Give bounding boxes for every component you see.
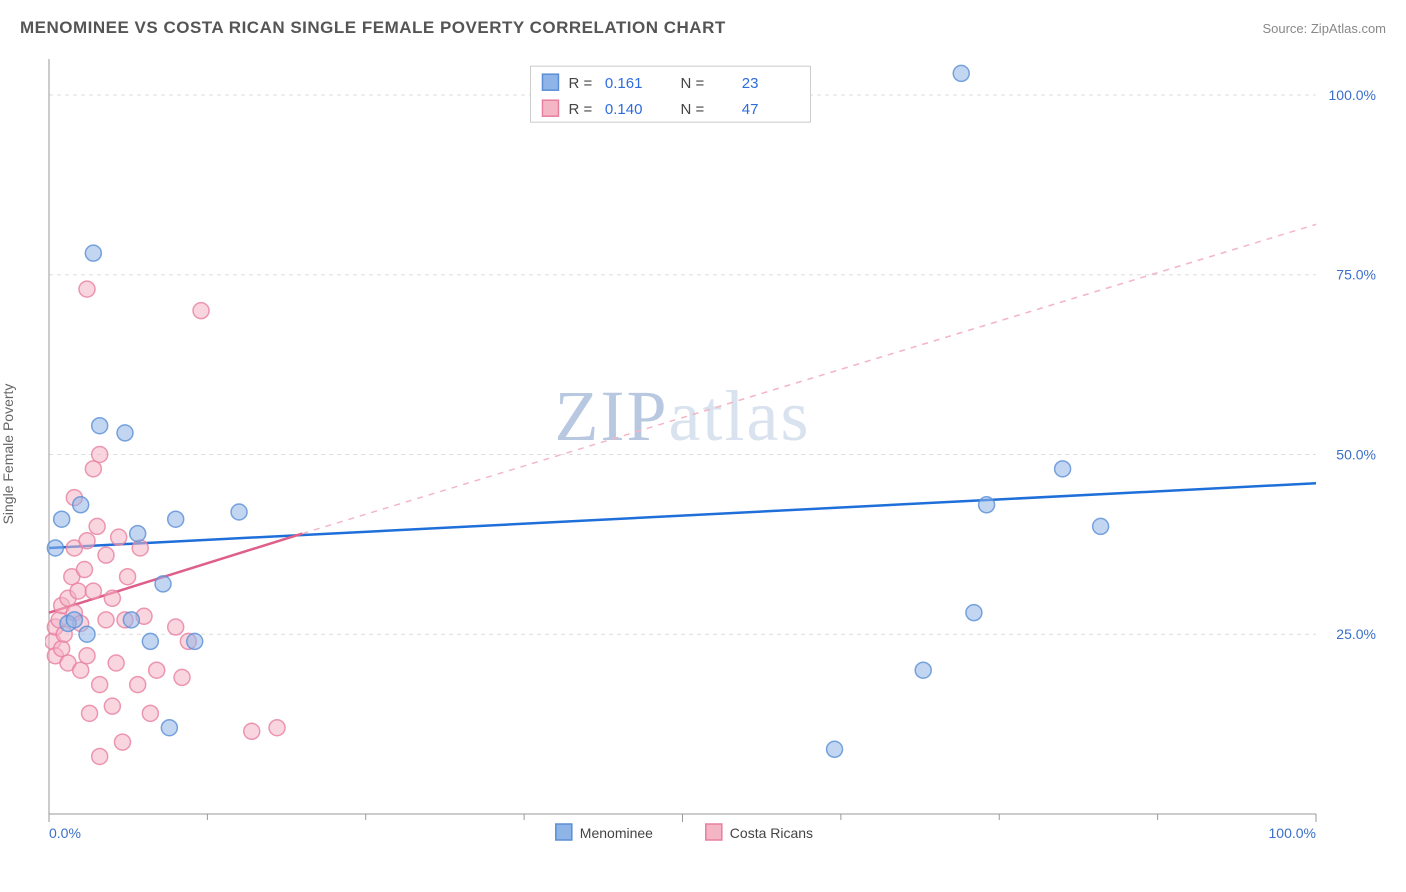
svg-text:25.0%: 25.0%: [1336, 626, 1376, 642]
svg-text:100.0%: 100.0%: [1329, 87, 1376, 103]
y-axis-label: Single Female Poverty: [0, 384, 16, 525]
svg-text:100.0%: 100.0%: [1269, 825, 1316, 841]
svg-text:R =: R =: [568, 75, 592, 92]
svg-text:N =: N =: [680, 75, 704, 92]
scatter-chart: 25.0% 50.0% 75.0% 100.0% ZIPatlas 0.0% 100.0% R…: [45, 55, 1386, 842]
chart-title: MENOMINEE VS COSTA RICAN SINGLE FEMALE P…: [20, 18, 726, 38]
source-attribution: Source: ZipAtlas.com: [1262, 21, 1386, 36]
svg-text:R =: R =: [568, 101, 592, 118]
svg-text:Menominee: Menominee: [580, 825, 653, 841]
svg-text:23: 23: [742, 75, 759, 92]
svg-text:ZIPatlas: ZIPatlas: [555, 376, 811, 456]
svg-text:47: 47: [742, 101, 759, 118]
svg-text:75.0%: 75.0%: [1336, 267, 1376, 283]
svg-text:N =: N =: [680, 101, 704, 118]
svg-text:Costa Ricans: Costa Ricans: [730, 825, 813, 841]
svg-text:50.0%: 50.0%: [1336, 446, 1376, 462]
svg-text:0.161: 0.161: [605, 75, 643, 92]
chart-area: 25.0% 50.0% 75.0% 100.0% ZIPatlas 0.0% 100.0% R…: [45, 55, 1386, 842]
svg-text:0.0%: 0.0%: [49, 825, 81, 841]
svg-text:0.140: 0.140: [605, 101, 643, 118]
